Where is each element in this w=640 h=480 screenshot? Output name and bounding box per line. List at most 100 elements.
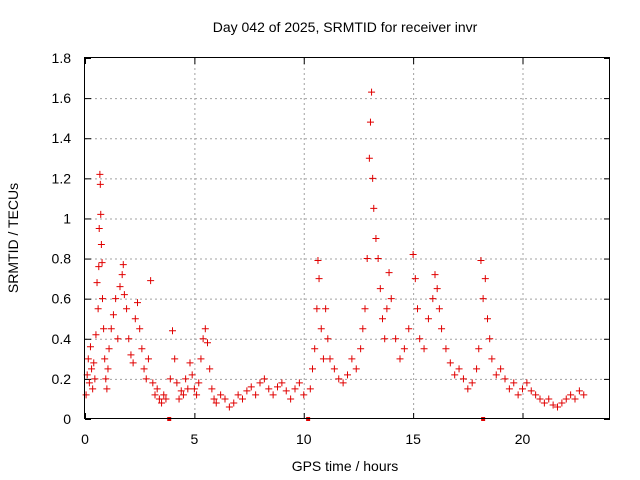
- data-point: [171, 355, 179, 363]
- data-point: [372, 235, 380, 242]
- data-point: [109, 311, 117, 319]
- data-point: [278, 379, 286, 387]
- data-point: [184, 385, 192, 393]
- data-point: [84, 355, 92, 363]
- data-point: [142, 375, 150, 383]
- data-point: [414, 305, 421, 313]
- data-point: [99, 295, 106, 303]
- data-point: [309, 365, 316, 373]
- data-point: [431, 271, 439, 279]
- data-point: [339, 379, 347, 387]
- data-point: [210, 395, 218, 403]
- data-point: [97, 241, 105, 249]
- data-point: [212, 399, 220, 407]
- data-point: [162, 395, 170, 403]
- data-point: [153, 385, 161, 393]
- y-tick-label: 1.6: [52, 90, 72, 106]
- data-point: [314, 257, 322, 265]
- data-point: [140, 365, 148, 373]
- y-tick-label: 0.2: [52, 371, 72, 387]
- data-point: [100, 325, 108, 333]
- data-point: [383, 305, 391, 313]
- data-point: [179, 391, 187, 399]
- data-point: [158, 399, 166, 407]
- data-point: [97, 210, 105, 218]
- data-point: [311, 345, 319, 353]
- x-axis-label: GPS time / hours: [292, 458, 399, 474]
- data-point: [131, 315, 139, 323]
- data-point: [173, 379, 181, 387]
- data-point: [514, 391, 522, 399]
- data-point: [326, 355, 334, 363]
- data-point: [532, 391, 540, 399]
- data-point: [274, 383, 281, 391]
- data-point: [125, 335, 133, 343]
- data-point: [481, 275, 489, 283]
- data-point: [442, 345, 450, 353]
- data-point: [193, 391, 201, 399]
- data-point: [527, 387, 535, 395]
- data-point: [260, 375, 268, 383]
- data-point: [82, 391, 90, 399]
- data-point: [424, 315, 432, 323]
- data-point: [558, 399, 566, 407]
- data-point: [175, 395, 183, 403]
- data-point: [104, 365, 112, 373]
- data-point: [344, 371, 351, 379]
- data-point: [291, 385, 299, 393]
- data-point: [134, 299, 141, 307]
- data-point: [455, 365, 463, 373]
- data-point: [86, 343, 94, 351]
- data-point: [230, 399, 238, 407]
- data-point: [204, 339, 211, 347]
- data-point: [416, 335, 424, 343]
- data-point: [505, 385, 513, 393]
- data-point: [300, 391, 308, 399]
- data-point: [201, 325, 209, 333]
- data-point: [105, 345, 113, 353]
- data-point: [370, 204, 378, 212]
- y-tick-label: 1.2: [52, 170, 72, 186]
- data-point: [96, 170, 104, 178]
- data-point: [435, 305, 443, 313]
- x-tick-label: 15: [405, 431, 421, 447]
- data-point: [221, 395, 229, 403]
- data-point: [265, 385, 273, 393]
- data-point: [575, 387, 583, 395]
- data-point: [438, 325, 446, 333]
- data-point: [381, 335, 389, 343]
- data-point: [545, 395, 553, 403]
- data-point: [252, 391, 260, 399]
- data-point: [492, 371, 500, 379]
- data-point: [510, 379, 518, 387]
- data-point: [319, 355, 327, 363]
- data-point: [571, 395, 579, 403]
- data-point: [123, 305, 131, 313]
- data-point: [549, 401, 557, 409]
- data-point: [188, 371, 196, 379]
- data-point: [282, 387, 290, 395]
- data-point: [92, 331, 100, 339]
- data-point: [315, 275, 323, 283]
- data-point: [376, 285, 384, 293]
- data-point: [479, 295, 487, 303]
- data-point: [243, 387, 251, 395]
- data-point: [93, 279, 101, 287]
- data-point: [392, 335, 400, 343]
- data-point: [519, 385, 526, 393]
- data-point: [580, 391, 588, 399]
- data-point: [234, 391, 242, 399]
- data-point: [387, 295, 395, 303]
- data-point: [119, 261, 127, 269]
- data-point: [313, 305, 321, 313]
- data-point: [160, 391, 168, 399]
- data-point: [446, 359, 454, 367]
- y-tick-label: 1.4: [52, 130, 72, 146]
- x-tick-label: 10: [296, 431, 312, 447]
- data-point: [151, 391, 159, 399]
- data-point: [429, 295, 437, 303]
- data-point: [169, 327, 176, 335]
- y-tick-label: 0.8: [52, 251, 72, 267]
- y-tick-label: 0.4: [52, 331, 72, 347]
- data-point: [116, 283, 124, 291]
